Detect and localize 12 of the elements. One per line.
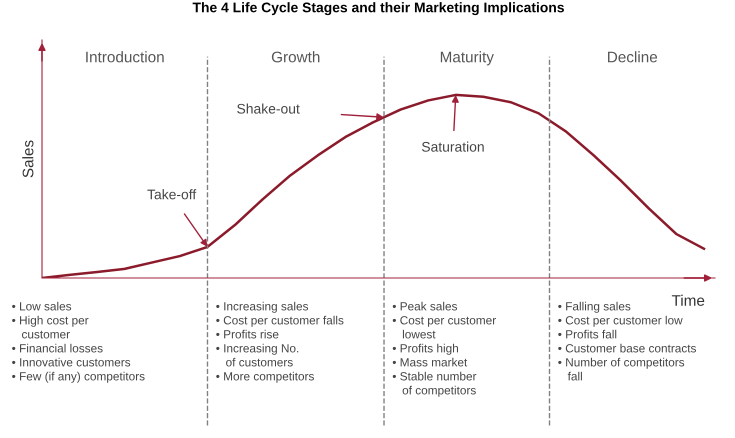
text: Decline: [608, 51, 658, 62]
text: • Increasing sales • Cost per customer falls • Profits rise • Increasing No. of customers • More competitors: [216, 302, 344, 383]
annotation: Shake-out: [237, 103, 300, 114]
y-axis-title: Sales: [22, 140, 34, 178]
text: Maturity: [440, 51, 494, 66]
text: • Peak sales • Cost per customer lowest • Profits high • Mass market • Stable number of competitors: [392, 302, 496, 397]
text: • Low sales • High cost per customer • Financial losses • Innovative customers • Few (if any) competitors: [12, 302, 145, 383]
text: Growth: [272, 51, 320, 62]
chart-title: The 4 Life Cycle Stages and their Marketing Implications: [192, 2, 564, 16]
annotation: Take-off: [147, 189, 196, 200]
annotation: Saturation: [422, 142, 484, 152]
text: Introduction: [86, 51, 164, 62]
